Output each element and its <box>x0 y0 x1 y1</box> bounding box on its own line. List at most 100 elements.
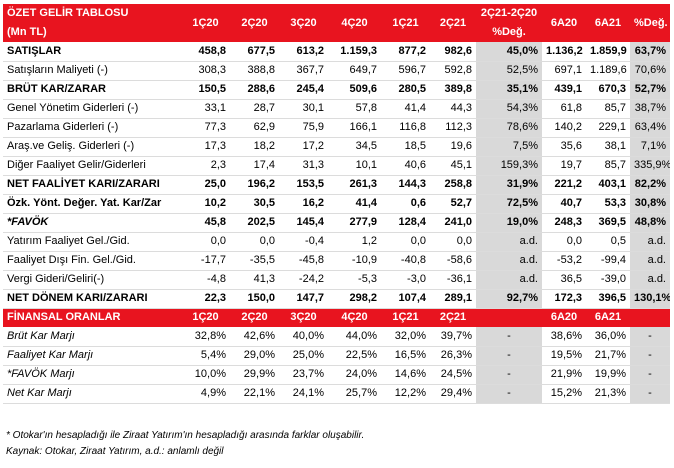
footnote: * Otokar'ın hesapladığı ile Ziraat Yatır… <box>6 430 365 441</box>
ratio-value: 24,1% <box>279 384 328 404</box>
ratio-row: *FAVÖK Marjı 10,0% 29,9% 23,7% 24,0% 14,6% 24,… <box>3 365 670 385</box>
ratio-change-q: - <box>476 346 542 366</box>
ratio-change-q: - <box>476 365 542 385</box>
change-h-value: 130,1% <box>630 289 670 309</box>
half-value: 61,8 <box>542 99 586 119</box>
change-h-value: 48,8% <box>630 213 670 233</box>
change-q-value: a.d. <box>476 251 542 271</box>
row-label: Faaliyet Dışı Fin. Gel./Gid. <box>3 251 181 271</box>
half-value: 229,1 <box>586 118 630 138</box>
cell-value: -45,8 <box>279 251 328 271</box>
ratio-row: Brüt Kar Marjı 32,8% 42,6% 40,0% 44,0% 32,0% 3… <box>3 327 670 347</box>
cell-value: 0,0 <box>381 232 430 252</box>
cell-value: -3,0 <box>381 270 430 290</box>
half-value: 85,7 <box>586 156 630 176</box>
cell-value: 258,8 <box>430 175 476 195</box>
column-header: 2Ç21 <box>430 4 476 42</box>
cell-value: 147,7 <box>279 289 328 309</box>
half-value: 396,5 <box>586 289 630 309</box>
half-value: 403,1 <box>586 175 630 195</box>
cell-value: 0,0 <box>230 232 279 252</box>
cell-value: 75,9 <box>279 118 328 138</box>
change-h-value: 7,1% <box>630 137 670 157</box>
table-row: Vergi Gideri/Geliri(-) -4,8 41,3 -24,2 -5,3-… <box>3 270 670 290</box>
ratio-value: 12,2% <box>381 384 430 404</box>
cell-value: 0,0 <box>181 232 230 252</box>
ratio-value: 10,0% <box>181 365 230 385</box>
table-row: Araş.ve Geliş. Giderleri (-) 17,3 18,2 17,2… <box>3 137 670 157</box>
half-value: 53,3 <box>586 194 630 214</box>
cell-value: 298,2 <box>328 289 381 309</box>
change-q-value: 159,3% <box>476 156 542 176</box>
change-h-header: %Değ. <box>630 4 670 42</box>
ratio-column-header-half: 6A21 <box>586 308 630 327</box>
half-value: 1.136,2 <box>542 42 586 62</box>
change-q-value: 78,6% <box>476 118 542 138</box>
cell-value: 112,3 <box>430 118 476 138</box>
change-h-value: a.d. <box>630 251 670 271</box>
ratio-header-filler <box>630 308 670 327</box>
change-q-value: 7,5% <box>476 137 542 157</box>
table-row: Pazarlama Giderleri (-) 77,3 62,9 75,9 166,1… <box>3 118 670 138</box>
ratio-value: 22,5% <box>328 346 381 366</box>
ratio-value: 29,9% <box>230 365 279 385</box>
source-note: Kaynak: Otokar, Ziraat Yatırım, a.d.: an… <box>6 446 224 457</box>
ratio-column-header: 2Ç20 <box>230 308 279 327</box>
ratio-change-h: - <box>630 346 670 366</box>
cell-value: 2,3 <box>181 156 230 176</box>
cell-value: 34,5 <box>328 137 381 157</box>
half-value: 140,2 <box>542 118 586 138</box>
cell-value: -10,9 <box>328 251 381 271</box>
ratio-value: 44,0% <box>328 327 381 347</box>
row-label: Pazarlama Giderleri (-) <box>3 118 181 138</box>
ratio-change-q: - <box>476 327 542 347</box>
income-statement-table: ÖZET GELİR TABLOSU 1Ç20 2Ç20 3Ç20 4Ç20 1Ç21 2Ç… <box>3 4 670 404</box>
ratio-row: Net Kar Marjı 4,9% 22,1% 24,1% 25,7% 12,2% 29,… <box>3 384 670 404</box>
ratio-column-header: 2Ç21 <box>430 308 476 327</box>
cell-value: -0,4 <box>279 232 328 252</box>
cell-value: 62,9 <box>230 118 279 138</box>
change-h-value: 63,7% <box>630 42 670 62</box>
change-q-value: 72,5% <box>476 194 542 214</box>
half-value: 0,0 <box>542 232 586 252</box>
half-value: 36,5 <box>542 270 586 290</box>
cell-value: 18,5 <box>381 137 430 157</box>
cell-value: -17,7 <box>181 251 230 271</box>
cell-value: 280,5 <box>381 80 430 100</box>
cell-value: 10,2 <box>181 194 230 214</box>
row-label: BRÜT KAR/ZARAR <box>3 80 181 100</box>
change-h-value: 70,6% <box>630 61 670 81</box>
row-label: Vergi Gideri/Geliri(-) <box>3 270 181 290</box>
cell-value: 677,5 <box>230 42 279 62</box>
table-row: SATIŞLAR 458,8 677,5 613,2 1.159,3 877,2 982,6… <box>3 42 670 62</box>
cell-value: -24,2 <box>279 270 328 290</box>
table-row: Yatırım Faaliyet Gel./Gid. 0,0 0,0 -0,4 1,2 0… <box>3 232 670 252</box>
cell-value: -36,1 <box>430 270 476 290</box>
row-label: *FAVÖK <box>3 213 181 233</box>
cell-value: 277,9 <box>328 213 381 233</box>
cell-value: 241,0 <box>430 213 476 233</box>
cell-value: 17,3 <box>181 137 230 157</box>
ratio-value: 26,3% <box>430 346 476 366</box>
table-row: Genel Yönetim Giderleri (-) 33,1 28,7 30,1 5… <box>3 99 670 119</box>
half-value: 221,2 <box>542 175 586 195</box>
cell-value: 596,7 <box>381 61 430 81</box>
cell-value: 41,3 <box>230 270 279 290</box>
change-q-value: 45,0% <box>476 42 542 62</box>
column-header-half: 6A20 <box>542 4 586 42</box>
ratios-header-row: FİNANSAL ORANLAR 1Ç20 2Ç20 3Ç20 4Ç20 1Ç21 2Ç21… <box>3 308 670 327</box>
change-q-value: a.d. <box>476 270 542 290</box>
half-value: 0,5 <box>586 232 630 252</box>
ratio-column-header: 4Ç20 <box>328 308 381 327</box>
cell-value: 31,3 <box>279 156 328 176</box>
column-header: 1Ç21 <box>381 4 430 42</box>
ratio-value: 16,5% <box>381 346 430 366</box>
change-q-header-2: %Değ. <box>476 23 542 42</box>
ratios-title: FİNANSAL ORANLAR <box>3 308 181 327</box>
table-header-row: ÖZET GELİR TABLOSU 1Ç20 2Ç20 3Ç20 4Ç20 1Ç21 2Ç… <box>3 4 670 42</box>
column-header-half: 6A21 <box>586 4 630 42</box>
row-label: Genel Yönetim Giderleri (-) <box>3 99 181 119</box>
cell-value: 877,2 <box>381 42 430 62</box>
table-row: NET DÖNEM KARI/ZARARI 22,3 150,0 147,7 298,2… <box>3 289 670 309</box>
cell-value: -4,8 <box>181 270 230 290</box>
